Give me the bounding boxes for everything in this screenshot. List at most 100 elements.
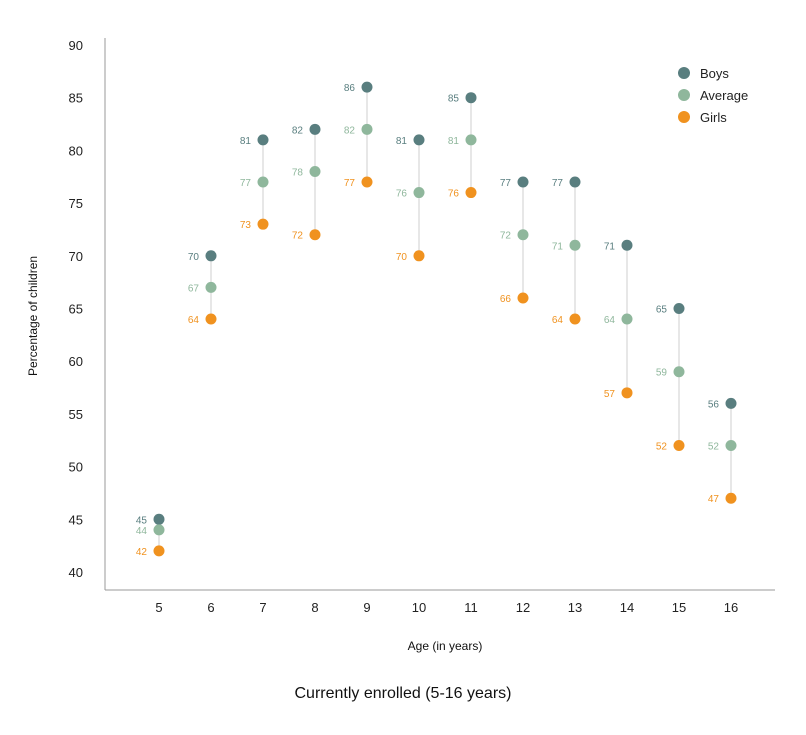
x-axis-title: Age (in years) xyxy=(408,639,483,653)
boys-data-label: 65 xyxy=(656,305,668,316)
average-data-label: 82 xyxy=(344,125,356,136)
girls-data-label: 64 xyxy=(188,315,200,326)
girls-data-label: 64 xyxy=(552,315,564,326)
chart-caption: Currently enrolled (5-16 years) xyxy=(295,685,512,702)
legend-marker-girls xyxy=(678,111,690,123)
average-data-label: 71 xyxy=(552,241,564,252)
girls-point xyxy=(413,250,425,262)
boys-point xyxy=(569,176,581,188)
girls-data-label: 57 xyxy=(604,389,616,400)
average-data-label: 77 xyxy=(240,178,252,189)
y-tick-labels: 40 45 50 55 60 65 70 75 80 85 90 xyxy=(69,38,83,580)
boys-data-label: 85 xyxy=(448,94,460,105)
average-point xyxy=(465,134,477,146)
girls-data-label: 52 xyxy=(656,442,668,453)
boys-data-label: 82 xyxy=(292,125,304,136)
y-axis-title: Percentage of children xyxy=(26,256,40,376)
boys-data-label: 81 xyxy=(396,136,408,147)
girls-point xyxy=(673,440,685,452)
average-data-label: 72 xyxy=(500,231,512,242)
boys-point xyxy=(257,134,269,146)
boys-data-label: 45 xyxy=(136,515,148,526)
average-data-label: 44 xyxy=(136,526,148,537)
x-tick-label: 8 xyxy=(311,600,318,615)
x-tick-label: 14 xyxy=(620,600,634,615)
average-point xyxy=(205,281,217,293)
data-points xyxy=(153,81,737,557)
x-tick-label: 16 xyxy=(724,600,738,615)
girls-point xyxy=(725,492,737,504)
legend-label-girls: Girls xyxy=(700,110,727,125)
boys-point xyxy=(673,303,685,314)
y-tick-label: 50 xyxy=(69,460,83,475)
girls-point xyxy=(257,218,269,230)
girls-point xyxy=(153,545,165,557)
average-data-label: 59 xyxy=(656,368,668,379)
girls-point xyxy=(517,292,529,304)
boys-point xyxy=(465,92,477,104)
legend-marker-boys xyxy=(678,67,690,79)
legend: Boys Average Girls xyxy=(678,66,748,125)
x-tick-label: 15 xyxy=(672,600,686,615)
boys-point xyxy=(205,250,217,262)
boys-data-label: 77 xyxy=(552,178,564,189)
boys-data-label: 77 xyxy=(500,178,512,189)
axes xyxy=(104,38,775,591)
girls-point xyxy=(465,187,477,199)
average-point xyxy=(725,440,737,452)
average-point xyxy=(621,313,633,325)
boys-point xyxy=(309,123,321,135)
boys-point xyxy=(621,239,633,251)
boys-data-label: 70 xyxy=(188,252,200,263)
girls-data-label: 73 xyxy=(240,220,252,231)
average-data-label: 78 xyxy=(292,167,304,178)
legend-label-boys: Boys xyxy=(700,66,729,81)
legend-label-average: Average xyxy=(700,88,748,103)
girls-data-label: 72 xyxy=(292,231,304,242)
average-data-label: 81 xyxy=(448,136,460,147)
range-connectors xyxy=(158,87,732,551)
girls-point xyxy=(205,313,217,325)
average-data-label: 76 xyxy=(396,189,408,200)
x-tick-label: 7 xyxy=(259,600,266,615)
x-tick-label: 9 xyxy=(363,600,370,615)
boys-data-label: 56 xyxy=(708,399,720,410)
y-tick-label: 70 xyxy=(69,249,83,264)
x-tick-label: 10 xyxy=(412,600,426,615)
girls-point xyxy=(361,176,373,188)
girls-point xyxy=(621,387,633,399)
legend-marker-average xyxy=(678,89,690,101)
y-tick-label: 90 xyxy=(69,38,83,53)
girls-point xyxy=(309,229,321,241)
girls-data-label: 77 xyxy=(344,178,356,189)
average-point xyxy=(309,165,321,177)
y-tick-label: 85 xyxy=(69,91,83,106)
average-point xyxy=(413,187,425,199)
boys-point xyxy=(517,176,529,188)
y-tick-label: 80 xyxy=(69,143,83,158)
boys-data-label: 86 xyxy=(344,83,356,94)
x-tick-label: 6 xyxy=(207,600,214,615)
average-point xyxy=(257,176,269,188)
x-tick-label: 12 xyxy=(516,600,530,615)
x-tick-label: 5 xyxy=(155,600,162,615)
boys-data-label: 71 xyxy=(604,241,616,252)
average-data-label: 64 xyxy=(604,315,616,326)
boys-point xyxy=(153,513,165,525)
average-data-label: 52 xyxy=(708,442,720,453)
average-point xyxy=(569,239,581,251)
girls-point xyxy=(569,313,581,325)
x-tick-labels: 5 6 7 8 9 10 11 12 13 14 15 16 xyxy=(155,600,738,615)
y-tick-label: 40 xyxy=(69,565,83,580)
average-point xyxy=(153,524,165,536)
average-point xyxy=(517,229,529,241)
y-tick-label: 60 xyxy=(69,354,83,369)
y-tick-label: 45 xyxy=(69,512,83,527)
y-tick-label: 55 xyxy=(69,407,83,422)
boys-point xyxy=(725,397,737,409)
boys-data-label: 81 xyxy=(240,136,252,147)
y-tick-label: 75 xyxy=(69,196,83,211)
data-labels: 45 70 81 82 86 81 85 77 77 71 65 56 44 67 77 78 82 76 81 72… xyxy=(136,83,720,558)
